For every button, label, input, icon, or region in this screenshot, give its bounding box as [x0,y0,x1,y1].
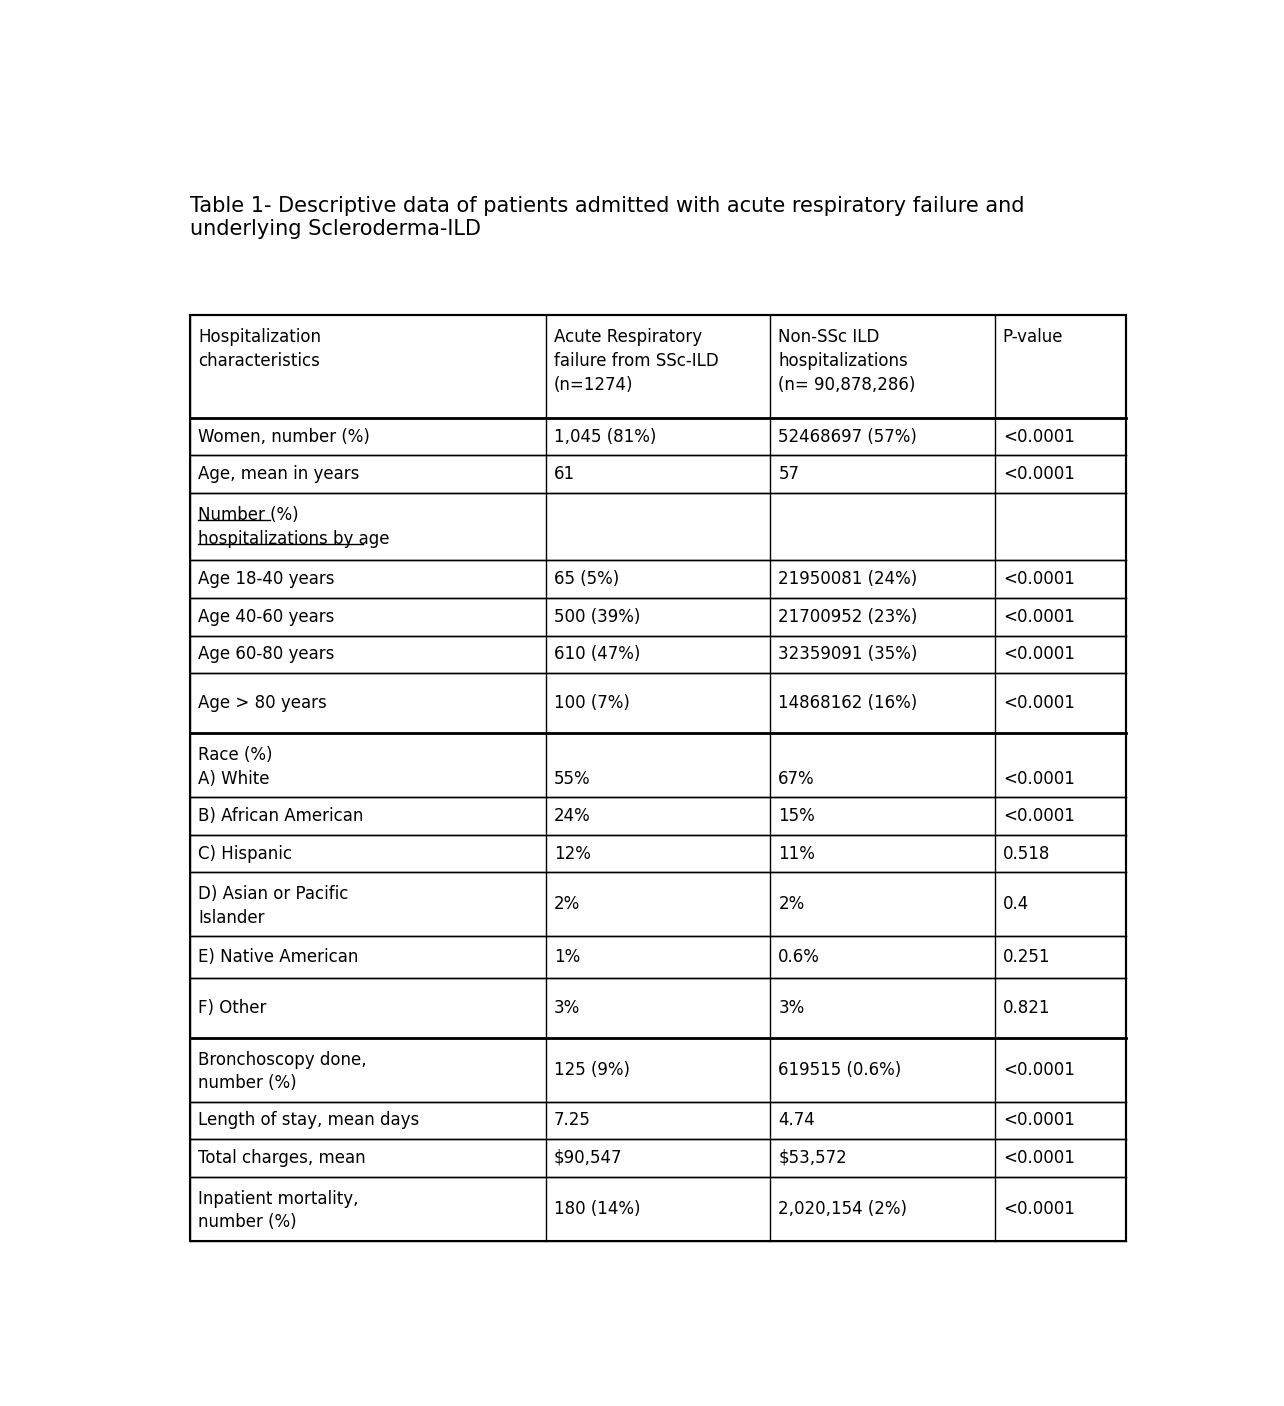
Text: 0.518: 0.518 [1003,845,1050,862]
Text: <0.0001: <0.0001 [1003,1149,1075,1167]
Text: 500 (39%): 500 (39%) [553,607,641,626]
Text: 125 (9%): 125 (9%) [553,1060,629,1078]
Text: 61: 61 [553,465,575,484]
Text: 0.4: 0.4 [1003,896,1028,914]
Text: 14868162 (16%): 14868162 (16%) [778,695,918,713]
Text: P-value: P-value [1003,328,1063,346]
Text: D) Asian or Pacific: D) Asian or Pacific [198,886,349,903]
Text: hospitalizations: hospitalizations [778,352,908,370]
Text: <0.0001: <0.0001 [1003,695,1075,713]
Text: <0.0001: <0.0001 [1003,427,1075,446]
Text: <0.0001: <0.0001 [1003,770,1075,789]
Text: 65 (5%): 65 (5%) [553,571,619,588]
Text: <0.0001: <0.0001 [1003,807,1075,825]
Text: hospitalizations by age: hospitalizations by age [198,530,390,548]
Text: $90,547: $90,547 [553,1149,623,1167]
Text: Total charges, mean: Total charges, mean [198,1149,366,1167]
Text: 57: 57 [778,465,799,484]
Text: Table 1- Descriptive data of patients admitted with acute respiratory failure an: Table 1- Descriptive data of patients ad… [190,195,1025,239]
Text: 0.821: 0.821 [1003,998,1050,1017]
Text: Length of stay, mean days: Length of stay, mean days [198,1111,420,1129]
Text: Age 60-80 years: Age 60-80 years [198,645,335,664]
Text: 15%: 15% [778,807,815,825]
Text: <0.0001: <0.0001 [1003,1199,1075,1218]
Text: B) African American: B) African American [198,807,363,825]
Text: 100 (7%): 100 (7%) [553,695,629,713]
Text: 55%: 55% [553,770,591,789]
Text: <0.0001: <0.0001 [1003,465,1075,484]
Text: 0.251: 0.251 [1003,948,1050,966]
Text: 21700952 (23%): 21700952 (23%) [778,607,918,626]
Text: Age > 80 years: Age > 80 years [198,695,327,713]
Text: 52468697 (57%): 52468697 (57%) [778,427,917,446]
Text: number (%): number (%) [198,1074,297,1092]
Text: 11%: 11% [778,845,815,862]
Text: 0.6%: 0.6% [778,948,820,966]
Text: Acute Respiratory: Acute Respiratory [553,328,702,346]
Text: 4.74: 4.74 [778,1111,815,1129]
Bar [190,315,1126,1240]
Text: number (%): number (%) [198,1213,297,1232]
Text: 2%: 2% [778,896,805,914]
Text: failure from SSc-ILD: failure from SSc-ILD [553,352,719,370]
Text: (n=1274): (n=1274) [553,375,633,394]
Text: 24%: 24% [553,807,591,825]
Text: 619515 (0.6%): 619515 (0.6%) [778,1060,901,1078]
Text: 21950081 (24%): 21950081 (24%) [778,571,918,588]
Text: Islander: Islander [198,910,265,927]
Text: Hospitalization: Hospitalization [198,328,321,346]
Text: $53,572: $53,572 [778,1149,847,1167]
Text: A) White: A) White [198,770,270,789]
Text: <0.0001: <0.0001 [1003,571,1075,588]
Text: 180 (14%): 180 (14%) [553,1199,641,1218]
Text: C) Hispanic: C) Hispanic [198,845,293,862]
Text: <0.0001: <0.0001 [1003,607,1075,626]
Text: 3%: 3% [553,998,580,1017]
Text: Race (%): Race (%) [198,747,272,765]
Text: Number (%): Number (%) [198,506,299,524]
Text: (n= 90,878,286): (n= 90,878,286) [778,375,915,394]
Text: 32359091 (35%): 32359091 (35%) [778,645,918,664]
Text: <0.0001: <0.0001 [1003,1111,1075,1129]
Text: F) Other: F) Other [198,998,267,1017]
Text: Age 18-40 years: Age 18-40 years [198,571,335,588]
Text: E) Native American: E) Native American [198,948,358,966]
Text: Age 40-60 years: Age 40-60 years [198,607,335,626]
Text: Bronchoscopy done,: Bronchoscopy done, [198,1050,367,1069]
Text: 2%: 2% [553,896,580,914]
Text: 610 (47%): 610 (47%) [553,645,641,664]
Text: <0.0001: <0.0001 [1003,645,1075,664]
Text: 67%: 67% [778,770,815,789]
Text: 3%: 3% [778,998,805,1017]
Text: characteristics: characteristics [198,352,320,370]
Text: Inpatient mortality,: Inpatient mortality, [198,1189,358,1208]
Text: 12%: 12% [553,845,591,862]
Text: Women, number (%): Women, number (%) [198,427,370,446]
Text: 2,020,154 (2%): 2,020,154 (2%) [778,1199,908,1218]
Text: 1,045 (81%): 1,045 (81%) [553,427,656,446]
Text: 7.25: 7.25 [553,1111,591,1129]
Text: 1%: 1% [553,948,580,966]
Text: <0.0001: <0.0001 [1003,1060,1075,1078]
Text: Age, mean in years: Age, mean in years [198,465,360,484]
Text: Non-SSc ILD: Non-SSc ILD [778,328,880,346]
